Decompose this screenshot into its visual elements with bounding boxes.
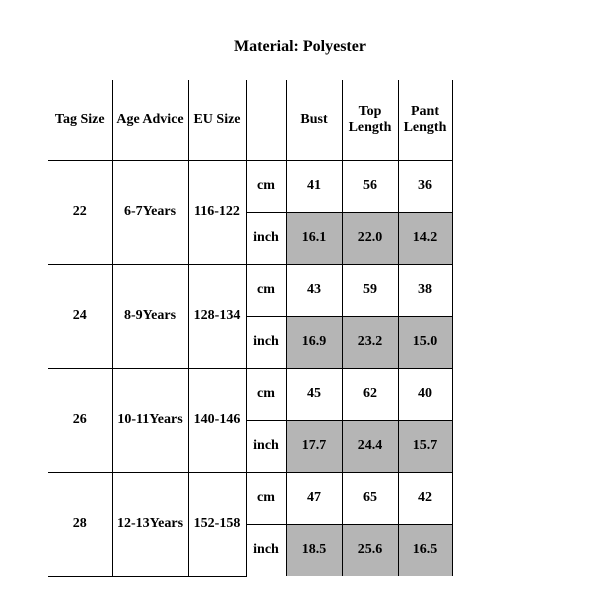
col-age-advice: Age Advice [112,80,188,160]
cell-top-cm: 59 [342,264,398,316]
cell-eu: 140-146 [188,368,246,472]
cell-bust-inch: 18.5 [286,524,342,576]
cell-top-cm: 56 [342,160,398,212]
col-unit [246,80,286,160]
table-row: 26 10-11Years 140-146 cm 45 62 40 [48,368,452,420]
cell-bust-inch: 17.7 [286,420,342,472]
cell-pant-inch: 16.5 [398,524,452,576]
header-row: Tag Size Age Advice EU Size Bust TopLeng… [48,80,452,160]
cell-bust-inch: 16.1 [286,212,342,264]
cell-age: 10-11Years [112,368,188,472]
cell-pant-inch: 15.0 [398,316,452,368]
page-title: Material: Polyester [0,0,600,80]
cell-pant-cm: 36 [398,160,452,212]
cell-top-inch: 25.6 [342,524,398,576]
cell-eu: 116-122 [188,160,246,264]
cell-unit-inch: inch [246,316,286,368]
cell-top-inch: 23.2 [342,316,398,368]
cell-tag: 26 [48,368,112,472]
col-tag-size: Tag Size [48,80,112,160]
size-table: Tag Size Age Advice EU Size Bust TopLeng… [48,80,453,577]
cell-pant-inch: 14.2 [398,212,452,264]
cell-unit-inch: inch [246,420,286,472]
cell-unit-cm: cm [246,160,286,212]
cell-pant-cm: 38 [398,264,452,316]
cell-bust-cm: 43 [286,264,342,316]
cell-top-inch: 22.0 [342,212,398,264]
cell-bust-cm: 41 [286,160,342,212]
cell-top-inch: 24.4 [342,420,398,472]
cell-pant-cm: 40 [398,368,452,420]
col-pant-length: PantLength [398,80,452,160]
table-row: 22 6-7Years 116-122 cm 41 56 36 [48,160,452,212]
cell-age: 8-9Years [112,264,188,368]
table-row: 28 12-13Years 152-158 cm 47 65 42 [48,472,452,524]
cell-top-cm: 65 [342,472,398,524]
cell-tag: 24 [48,264,112,368]
col-top-length: TopLength [342,80,398,160]
cell-bust-inch: 16.9 [286,316,342,368]
cell-top-cm: 62 [342,368,398,420]
cell-pant-cm: 42 [398,472,452,524]
col-bust: Bust [286,80,342,160]
cell-bust-cm: 47 [286,472,342,524]
cell-age: 12-13Years [112,472,188,576]
cell-bust-cm: 45 [286,368,342,420]
table-row: 24 8-9Years 128-134 cm 43 59 38 [48,264,452,316]
col-eu-size: EU Size [188,80,246,160]
cell-unit-inch: inch [246,524,286,576]
cell-unit-cm: cm [246,264,286,316]
cell-pant-inch: 15.7 [398,420,452,472]
cell-eu: 128-134 [188,264,246,368]
cell-age: 6-7Years [112,160,188,264]
cell-unit-cm: cm [246,472,286,524]
cell-unit-inch: inch [246,212,286,264]
cell-tag: 22 [48,160,112,264]
cell-tag: 28 [48,472,112,576]
cell-unit-cm: cm [246,368,286,420]
cell-eu: 152-158 [188,472,246,576]
